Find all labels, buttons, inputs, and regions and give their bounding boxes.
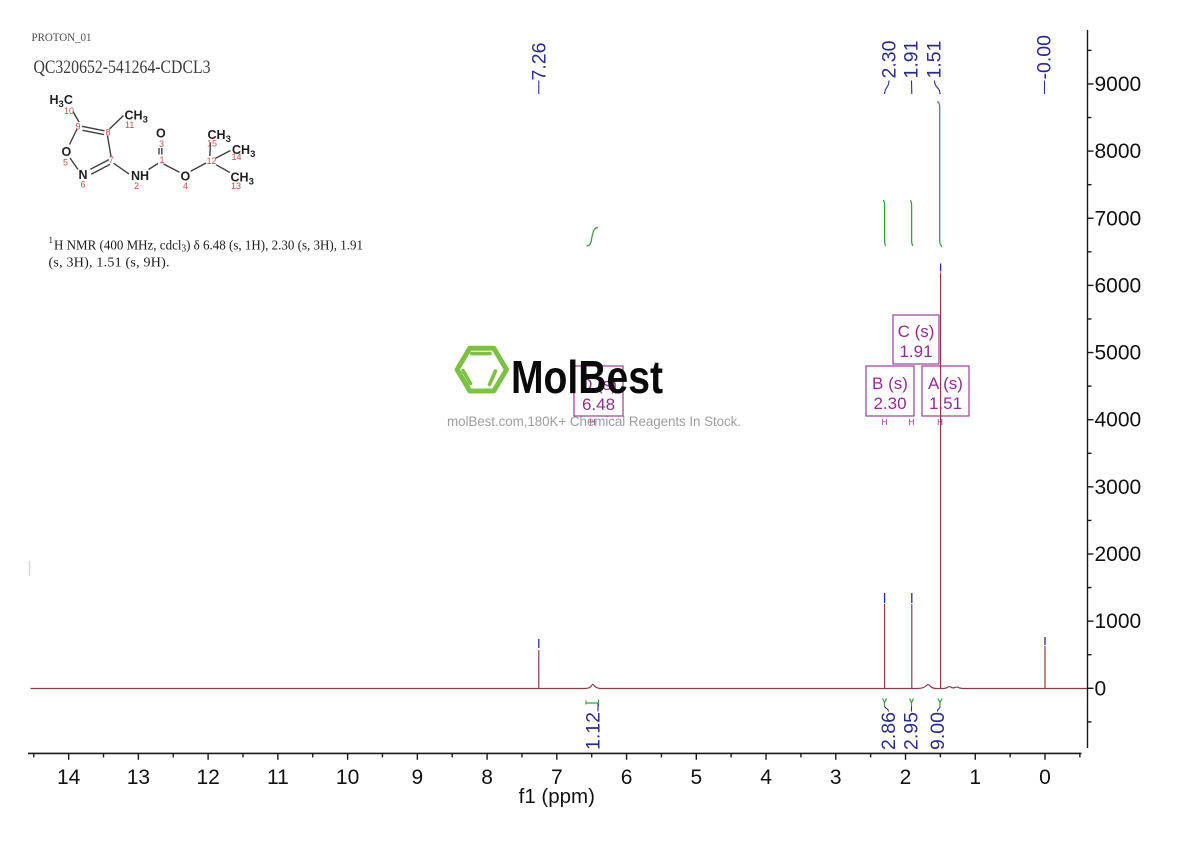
svg-text:15: 15 <box>207 138 217 148</box>
svg-text:1.12: 1.12 <box>583 712 605 750</box>
svg-text:8000: 8000 <box>1095 140 1142 163</box>
svg-text:6: 6 <box>81 180 86 190</box>
svg-text:11: 11 <box>267 766 289 789</box>
svg-text:5: 5 <box>63 157 68 167</box>
svg-text:2: 2 <box>900 766 912 789</box>
svg-text:H: H <box>882 418 888 427</box>
svg-text:4: 4 <box>760 766 772 789</box>
svg-text:3000: 3000 <box>1095 476 1142 499</box>
svg-text:2.86: 2.86 <box>878 712 900 750</box>
svg-text:MolBest: MolBest <box>511 351 663 403</box>
svg-text:12: 12 <box>207 156 217 166</box>
svg-text:13: 13 <box>231 181 241 191</box>
svg-text:molBest.com,180K+ Chemical Rea: molBest.com,180K+ Chemical Reagents In S… <box>447 414 741 429</box>
svg-text:13: 13 <box>127 766 150 789</box>
svg-text:6000: 6000 <box>1095 274 1142 297</box>
svg-text:H3C: H3C <box>50 93 73 110</box>
svg-text:1: 1 <box>160 155 165 165</box>
svg-text:B (s): B (s) <box>872 374 908 393</box>
svg-text:6.48: 6.48 <box>582 395 615 414</box>
svg-text:-0.00: -0.00 <box>1034 35 1056 80</box>
svg-text:6: 6 <box>621 766 633 789</box>
svg-text:7000: 7000 <box>1095 207 1142 230</box>
svg-text:3: 3 <box>830 766 842 789</box>
svg-text:QC320652-541264-CDCL3: QC320652-541264-CDCL3 <box>34 57 211 78</box>
svg-text:2.30: 2.30 <box>873 394 906 413</box>
svg-text:NH: NH <box>131 169 149 183</box>
svg-text:10: 10 <box>64 106 74 116</box>
svg-text:1.51: 1.51 <box>924 41 946 79</box>
svg-text:10: 10 <box>336 766 359 789</box>
svg-text:(s, 3H), 1.51 (s, 9H).: (s, 3H), 1.51 (s, 9H). <box>49 256 170 271</box>
svg-text:D (s): D (s) <box>580 375 617 394</box>
svg-text:11: 11 <box>125 120 134 130</box>
svg-text:CH3: CH3 <box>231 171 254 188</box>
svg-text:3: 3 <box>159 139 164 149</box>
svg-text:1.91: 1.91 <box>899 342 932 361</box>
svg-text:2.95: 2.95 <box>901 712 923 750</box>
svg-text:H: H <box>909 418 915 427</box>
svg-text:PROTON_01: PROTON_01 <box>32 30 92 44</box>
svg-text:O: O <box>156 127 166 141</box>
svg-text:1000: 1000 <box>1095 610 1142 633</box>
svg-text:2.30: 2.30 <box>879 40 901 78</box>
svg-text:7: 7 <box>551 766 563 789</box>
svg-text:4: 4 <box>183 181 188 191</box>
svg-text:0: 0 <box>1095 677 1107 700</box>
svg-text:7: 7 <box>109 155 114 165</box>
svg-text:2000: 2000 <box>1095 543 1142 566</box>
svg-text:8: 8 <box>481 766 493 789</box>
svg-text:9: 9 <box>76 121 81 131</box>
svg-text:1.51: 1.51 <box>929 394 962 413</box>
svg-text:H: H <box>590 418 596 427</box>
svg-text:7.26: 7.26 <box>528 43 550 81</box>
svg-text:9000: 9000 <box>1095 73 1142 96</box>
svg-text:14: 14 <box>232 152 242 162</box>
svg-text:N: N <box>79 168 88 182</box>
svg-text:1: 1 <box>49 235 54 245</box>
svg-text:H NMR (400 MHz, cdcl3) δ 6.48: H NMR (400 MHz, cdcl3) δ 6.48 (s, 1H), 2… <box>54 239 363 255</box>
svg-text:O: O <box>181 170 191 184</box>
svg-text:O: O <box>62 145 72 159</box>
svg-text:f1 (ppm): f1 (ppm) <box>519 785 595 808</box>
svg-text:CH3: CH3 <box>232 143 255 160</box>
svg-text:8: 8 <box>106 128 111 138</box>
svg-text:5000: 5000 <box>1095 342 1142 365</box>
svg-text:CH3: CH3 <box>125 109 148 126</box>
svg-text:A (s): A (s) <box>928 374 963 393</box>
svg-text:2: 2 <box>134 181 139 191</box>
svg-text:CH3: CH3 <box>208 128 231 145</box>
svg-text:14: 14 <box>57 766 81 789</box>
svg-text:9: 9 <box>411 766 423 789</box>
svg-text:1: 1 <box>969 766 981 789</box>
svg-text:0: 0 <box>1039 766 1051 789</box>
svg-text:1.91: 1.91 <box>901 41 923 79</box>
svg-text:4000: 4000 <box>1095 409 1142 432</box>
svg-text:9.00: 9.00 <box>927 712 949 750</box>
svg-text:C (s): C (s) <box>898 322 935 341</box>
svg-text:5: 5 <box>690 766 702 789</box>
svg-text:12: 12 <box>196 766 219 789</box>
